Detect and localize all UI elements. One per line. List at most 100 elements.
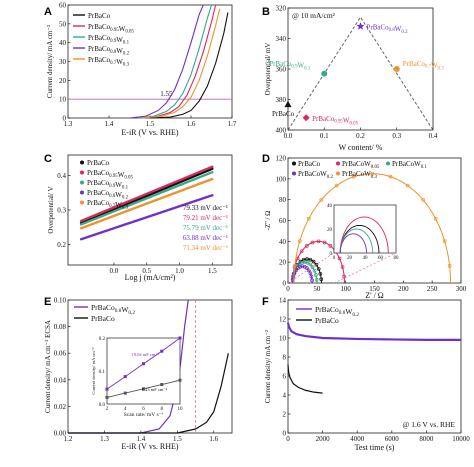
x-tick-label: 2000 — [316, 435, 331, 443]
arc-marker — [299, 249, 304, 254]
panel-letter-f: F — [262, 296, 269, 308]
series-line-3 — [129, 4, 204, 119]
zoom-guide — [333, 252, 397, 284]
arc-marker — [310, 240, 315, 245]
x-tick-label: 50 — [313, 285, 321, 293]
inset-x-label: Scan rate/ mV s⁻¹ — [124, 412, 164, 418]
y-tick-label: 80 — [279, 196, 287, 204]
panel-letter-b: B — [262, 6, 270, 18]
inset-x-tick: 2 — [106, 407, 109, 412]
inset-x-tick: 40 — [363, 256, 369, 261]
x-tick-label: 200 — [398, 285, 409, 293]
series-line-1 — [68, 353, 229, 434]
inset-marker — [123, 391, 127, 395]
x-tick-label: 1.3 — [64, 120, 73, 128]
arc-marker — [447, 264, 452, 268]
zoom-guide — [287, 252, 335, 284]
chart-title: @ 10 mA/cm² — [292, 11, 336, 20]
x-tick-label: 300 — [456, 285, 467, 293]
legend-marker — [80, 180, 84, 185]
x-tick-label: 1.4 — [105, 120, 114, 128]
x-tick-label: 0.1 — [320, 132, 329, 140]
y-tick-label: 6 — [283, 372, 287, 380]
y-tick-label: 40 — [59, 39, 67, 47]
x-tick-label: 100 — [340, 285, 351, 293]
arc-marker — [322, 240, 327, 245]
legend-marker — [386, 161, 390, 166]
point-circle — [393, 66, 400, 72]
legend-label: PrBaCo0.7W0.3 — [87, 199, 129, 211]
arc-marker — [421, 197, 425, 202]
legend-label: PrBaCo0.8W0.2 — [315, 305, 359, 318]
inset-marker — [105, 395, 109, 399]
point-label: PrBaCo0.8W0.2 — [367, 23, 409, 34]
y-tick-label: 0.2 — [57, 241, 66, 249]
point-label: PrBaCo0.7W0.3 — [403, 60, 445, 72]
inset-annotation: 6.43 mF cm⁻² — [142, 387, 168, 392]
arc-marker — [306, 268, 311, 273]
inset-x-tick: 20 — [347, 256, 353, 261]
series-line-4 — [141, 8, 221, 119]
series-line-0 — [286, 322, 461, 341]
y-tick-label: 60 — [279, 217, 287, 225]
y-tick-label: 320 — [276, 4, 287, 12]
inset-y-tick: 0.1 — [99, 370, 106, 375]
arc-marker — [306, 216, 311, 221]
x-tick-label: 1.5 — [173, 435, 182, 443]
inset-marker — [105, 387, 109, 391]
y-axis-label: Current density/ mA cm⁻² — [264, 330, 272, 403]
reference-label: 1.55 — [160, 90, 173, 98]
arc-marker — [292, 264, 297, 268]
x-tick-label: 0.4 — [429, 132, 438, 140]
y-tick-label: 0 — [63, 114, 67, 122]
x-tick-label: 0 — [286, 435, 290, 443]
series-line-0 — [149, 12, 229, 119]
y-tick-label: 0 — [283, 429, 287, 437]
point-label: PrBaCo — [272, 110, 295, 118]
x-tick-label: 1.2 — [64, 435, 73, 443]
panel-letter-d: D — [262, 153, 270, 165]
x-tick-label: 1.6 — [209, 435, 218, 443]
legend-label: PrBaCoW0.05 — [342, 160, 380, 170]
y-tick-label: 0.02 — [54, 403, 67, 411]
arc-marker — [316, 239, 321, 244]
y-axis-label: -Z'' / Ω — [264, 211, 272, 231]
x-tick-label: 0.0 — [284, 132, 293, 140]
panel-e-chart: 1.2 1.3 1.4 1.5 1.60.000.020.040.060.080.10P… — [44, 296, 233, 451]
x-tick-label: 0.0 — [110, 267, 119, 275]
arc-marker — [305, 260, 310, 265]
legend-label: PrBaCo0.8W0.2 — [88, 45, 130, 57]
x-tick-label: 1.6 — [187, 120, 196, 128]
x-tick-label: 6000 — [385, 435, 400, 443]
inset-x-tick: 80 — [394, 256, 400, 261]
y-tick-label: 20 — [59, 77, 67, 85]
inset-arc-2 — [339, 228, 374, 254]
y-tick-label: 0.10 — [54, 296, 67, 304]
legend-label: PrBaCo0.95W0.05 — [88, 23, 134, 35]
y-tick-label: 340 — [276, 35, 287, 43]
legend-label: PrBaCo0.9W0.1 — [88, 34, 130, 46]
series-line-3 — [79, 194, 214, 241]
inset-y-tick: 40 — [327, 204, 333, 209]
y-tick-label: 0.00 — [54, 429, 67, 437]
arc-marker — [352, 174, 356, 179]
arc-marker — [319, 277, 324, 282]
condition-annotation: @ 1.6 V vs. RHE — [403, 420, 456, 429]
inset-arc-1 — [339, 216, 389, 254]
arc-marker — [298, 264, 302, 269]
arc-marker — [318, 271, 323, 276]
panel-a-chart: 1.3 1.4 1.5 1.6 1.7 0 10 20 30 40 50 60 1.55 PrBaCo Pr… — [46, 1, 237, 137]
y-tick-label: 0.3 — [57, 206, 66, 214]
arc-marker — [314, 277, 319, 282]
series-line-2 — [79, 170, 214, 226]
x-tick-label: 8000 — [419, 435, 434, 443]
x-tick-label: 4000 — [350, 435, 365, 443]
x-tick-label: 0.2 — [356, 132, 365, 140]
slope-annotation: 75.79 mV dec⁻¹ — [183, 224, 228, 232]
inset-marker — [142, 387, 145, 391]
y-tick-label: 0.08 — [54, 323, 67, 331]
y-tick-label: 8 — [283, 353, 287, 361]
panel-letter-e: E — [44, 296, 51, 308]
